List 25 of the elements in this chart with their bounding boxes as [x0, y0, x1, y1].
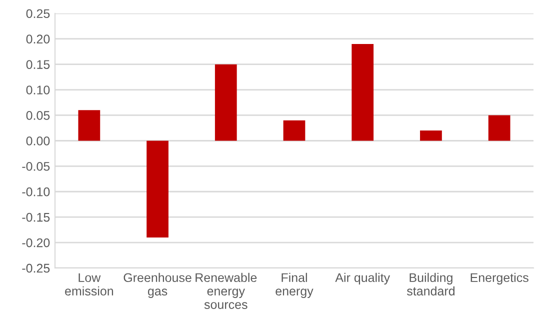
y-tick-label: 0.15	[26, 60, 50, 69]
x-tick-label: Final energy	[276, 272, 314, 298]
y-tick-label: 0.00	[26, 136, 50, 146]
x-tick-label: Energetics	[470, 272, 528, 285]
x-tick-label: Renewable energy sources	[196, 272, 257, 309]
y-tick-label: -0.15	[22, 212, 50, 222]
bar	[488, 115, 510, 141]
x-tick-label: Greenhouse gas	[124, 272, 192, 298]
y-tick-label: 0.05	[26, 111, 50, 120]
bar	[146, 140, 168, 238]
x-tick-label: Air quality	[335, 272, 390, 285]
x-tick-label: Building standard	[406, 272, 454, 296]
x-tick-label: Low emission	[65, 273, 114, 296]
y-tick-label: 0.20	[26, 34, 50, 44]
bar	[420, 130, 442, 141]
bar	[352, 44, 374, 141]
bar	[214, 64, 237, 141]
y-tick-label: -0.05	[22, 162, 50, 171]
y-tick-label: 0.10	[26, 86, 50, 94]
y-tick-label: -0.25	[22, 264, 50, 273]
y-tick-label: -0.20	[22, 238, 50, 248]
y-tick-label: -0.10	[22, 187, 50, 196]
y-tick-label: 0.25	[26, 9, 50, 18]
bar	[78, 110, 100, 141]
bar	[283, 120, 306, 141]
